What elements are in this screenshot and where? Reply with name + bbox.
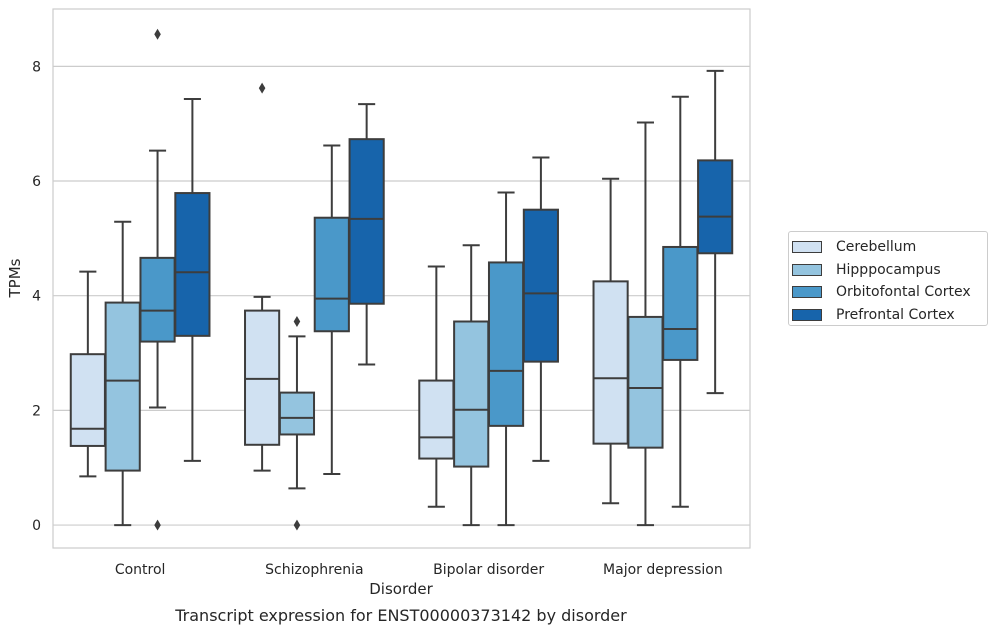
x-axis-title: Disorder [369,580,433,598]
box [348,138,385,305]
box-group [453,244,490,527]
legend-label: Prefrontal Cortex [836,306,955,323]
box [453,320,490,468]
box-group [418,265,455,508]
y-tick-label: 4 [32,289,41,305]
box [697,159,734,255]
box [522,208,559,363]
y-tick-label: 8 [32,59,41,75]
box [244,309,281,446]
legend-swatch [792,241,822,254]
box-group [278,316,316,531]
legend-swatch [792,286,822,299]
box [662,245,699,361]
box-group [592,177,629,505]
box-group [313,144,350,476]
box-group [139,28,176,531]
legend-label: Hipppocampus [836,261,941,278]
legend-item: Hipppocampus [789,259,987,282]
y-axis-title: TPMs [6,258,24,298]
legend-item: Cerebellum [789,236,987,259]
outlier-point [258,82,266,94]
box-group [174,98,211,462]
x-tick-label: Schizophrenia [265,562,363,578]
x-tick-label: Major depression [603,562,723,578]
outlier-point [293,519,301,531]
box [487,261,525,427]
box [278,391,316,436]
legend-label: Cerebellum [836,239,917,256]
boxes [69,28,734,531]
box [139,256,176,343]
x-tick-label: Control [115,562,166,578]
outlier-point [293,316,301,327]
box-group [104,220,141,527]
y-tick-label: 2 [32,403,41,419]
box-group [487,191,525,527]
box [418,379,455,460]
outlier-point [154,28,161,40]
box-group [697,69,734,395]
box-group [244,82,281,472]
box [174,192,211,337]
box [104,301,141,472]
y-axis-ticks: 0 2 4 6 8 [32,59,41,534]
box [627,315,664,449]
box-group [522,156,559,462]
x-tick-label: Bipolar disorder [433,562,544,578]
box-group [627,121,664,527]
legend-item: Orbitofontal Cortex [789,281,987,304]
legend-swatch [792,308,822,321]
legend-item: Prefrontal Cortex [789,304,987,327]
y-tick-label: 6 [32,174,41,190]
box-group [69,270,106,478]
box [313,216,350,333]
box [592,280,629,445]
legend-label: Orbitofontal Cortex [836,284,971,301]
x-axis-ticks: Control Schizophrenia Bipolar disorder Majo… [115,562,723,578]
chart-title: Transcript expression for ENST0000037314… [174,606,627,625]
box-group [348,103,385,366]
legend-swatch [792,263,822,276]
outlier-point [154,519,161,531]
box-group [662,95,699,508]
legend: Cerebellum Hipppocampus Orbitofontal Corte… [788,231,988,326]
y-tick-label: 0 [32,518,41,534]
box [69,353,106,447]
